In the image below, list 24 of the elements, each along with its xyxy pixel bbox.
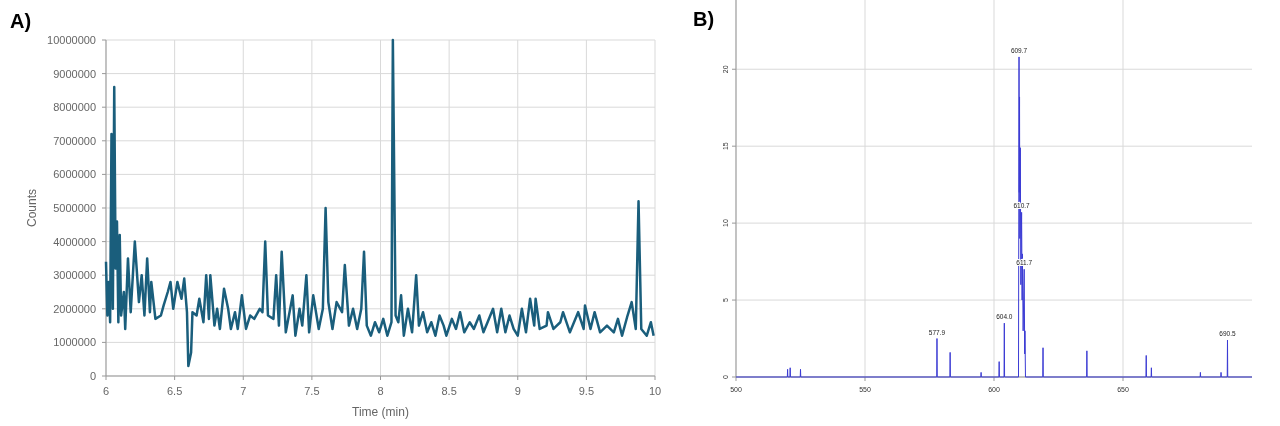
x-tick-label: 7.5 — [304, 385, 320, 397]
y-tick-label: 5000000 — [53, 202, 96, 214]
chart-title: A) — [10, 10, 32, 32]
y-tick-label: 9000000 — [53, 67, 96, 80]
y-tick-label: 4000000 — [53, 235, 96, 248]
x-tick-label: 10 — [648, 385, 662, 397]
x-tick-label: 7 — [240, 385, 247, 397]
x-tick-label: 6 — [102, 385, 110, 397]
y-tick-label: 3000000 — [53, 269, 96, 282]
y-tick-label: 7000000 — [53, 134, 96, 147]
chart-title: B) — [693, 8, 715, 30]
x-tick-label: 6.5 — [166, 385, 183, 397]
y-tick-label: 8000000 — [53, 101, 96, 114]
y-tick-label: 10000000 — [47, 34, 96, 46]
x-tick-label: 9.5 — [578, 385, 595, 397]
x-tick-label: 8.5 — [441, 385, 457, 397]
y-tick-label: 6000000 — [53, 168, 96, 181]
y-tick-label: 2000000 — [53, 302, 96, 315]
y-tick-label: 0 — [89, 370, 96, 382]
x-tick-label: 9 — [514, 385, 521, 397]
y-axis-title: Counts — [25, 188, 39, 228]
x-axis-title: Time (min) — [352, 405, 409, 419]
x-tick-label: 8 — [377, 385, 384, 397]
y-tick-label: 1000000 — [53, 336, 96, 349]
